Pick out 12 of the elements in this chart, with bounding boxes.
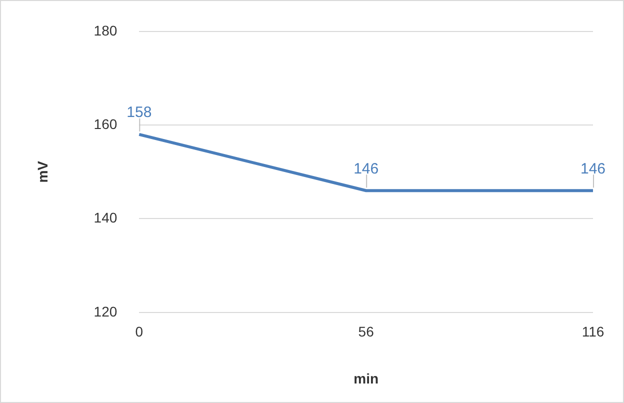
- x-tick-label: 56: [358, 324, 374, 340]
- data-label: 146: [354, 160, 379, 178]
- y-tick-label: 140: [94, 210, 118, 226]
- y-tick-label: 180: [94, 22, 118, 38]
- x-axis-title: min: [354, 370, 379, 386]
- x-tick-label: 0: [135, 324, 144, 340]
- y-axis-title: mV: [34, 160, 50, 183]
- data-label: 158: [126, 104, 152, 122]
- x-tick-label: 116: [582, 324, 604, 340]
- data-label: 146: [580, 160, 606, 178]
- y-tick-label: 160: [94, 116, 118, 132]
- y-tick-label: 120: [94, 303, 118, 320]
